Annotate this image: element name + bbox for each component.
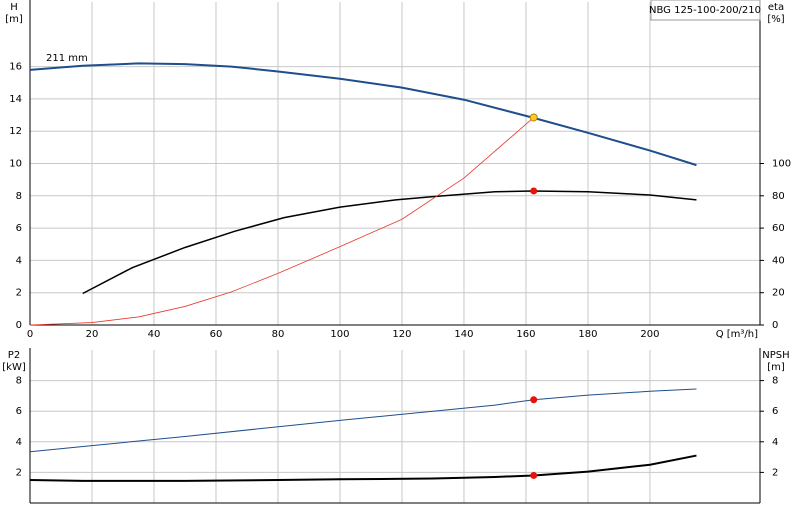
- y-tick-label: 14: [9, 94, 22, 105]
- y2-tick-label: 6: [772, 406, 778, 417]
- y-tick-label: 6: [16, 406, 22, 417]
- curve: [29, 388, 697, 453]
- y2-axis-label: NPSH: [762, 350, 789, 361]
- y-tick-label: 12: [9, 126, 22, 137]
- y2-tick-label: 0: [772, 320, 778, 331]
- y2-tick-label: 60: [772, 223, 785, 234]
- y-tick-label: 10: [9, 159, 22, 170]
- y-tick-label: 8: [16, 376, 22, 387]
- y2-tick-label: 40: [772, 255, 785, 266]
- y2-axis-unit: [m]: [767, 362, 785, 373]
- y-tick-label: 8: [16, 191, 22, 202]
- y-axis-label: P2: [8, 350, 20, 361]
- curve: [29, 117, 534, 326]
- x-tick-label: 180: [578, 329, 597, 340]
- x-tick-label: 20: [86, 329, 99, 340]
- y2-tick-label: 100: [772, 159, 791, 170]
- x-tick-label: 80: [272, 329, 285, 340]
- curve: [82, 190, 697, 295]
- y-tick-label: 2: [16, 288, 22, 299]
- x-tick-label: 160: [516, 329, 535, 340]
- y-tick-label: 6: [16, 223, 22, 234]
- chart-title: NBG 125-100-200/210: [649, 5, 761, 16]
- curve: [29, 454, 697, 482]
- y-axis-label: H: [10, 2, 18, 13]
- x-tick-label: 40: [148, 329, 161, 340]
- operating-point: [530, 471, 538, 479]
- y2-tick-label: 80: [772, 191, 785, 202]
- operating-point: [529, 113, 538, 122]
- operating-point: [530, 396, 538, 404]
- annotation: 211 mm: [46, 53, 88, 64]
- title-box: [650, 0, 761, 21]
- y2-tick-label: 2: [772, 467, 778, 478]
- x-tick-label: 120: [392, 329, 411, 340]
- y2-axis-unit: [%]: [767, 14, 784, 25]
- x-tick-label: 60: [210, 329, 223, 340]
- y-tick-label: 16: [9, 62, 22, 73]
- x-axis-label: Q [m³/h]: [716, 329, 758, 340]
- y-axis-unit: [kW]: [2, 362, 26, 373]
- y2-tick-label: 20: [772, 288, 785, 299]
- y2-tick-label: 4: [772, 437, 778, 448]
- curve: [29, 62, 697, 167]
- y-tick-label: 4: [16, 437, 22, 448]
- x-tick-label: 140: [454, 329, 473, 340]
- y2-tick-label: 8: [772, 376, 778, 387]
- y-tick-label: 4: [16, 255, 22, 266]
- y-tick-label: 2: [16, 467, 22, 478]
- x-tick-label: 0: [27, 329, 33, 340]
- y2-axis-label: eta: [768, 2, 784, 13]
- operating-point: [530, 187, 538, 195]
- y-axis-unit: [m]: [5, 14, 23, 25]
- y-tick-label: 0: [16, 320, 22, 331]
- x-tick-label: 100: [330, 329, 349, 340]
- x-tick-label: 200: [640, 329, 659, 340]
